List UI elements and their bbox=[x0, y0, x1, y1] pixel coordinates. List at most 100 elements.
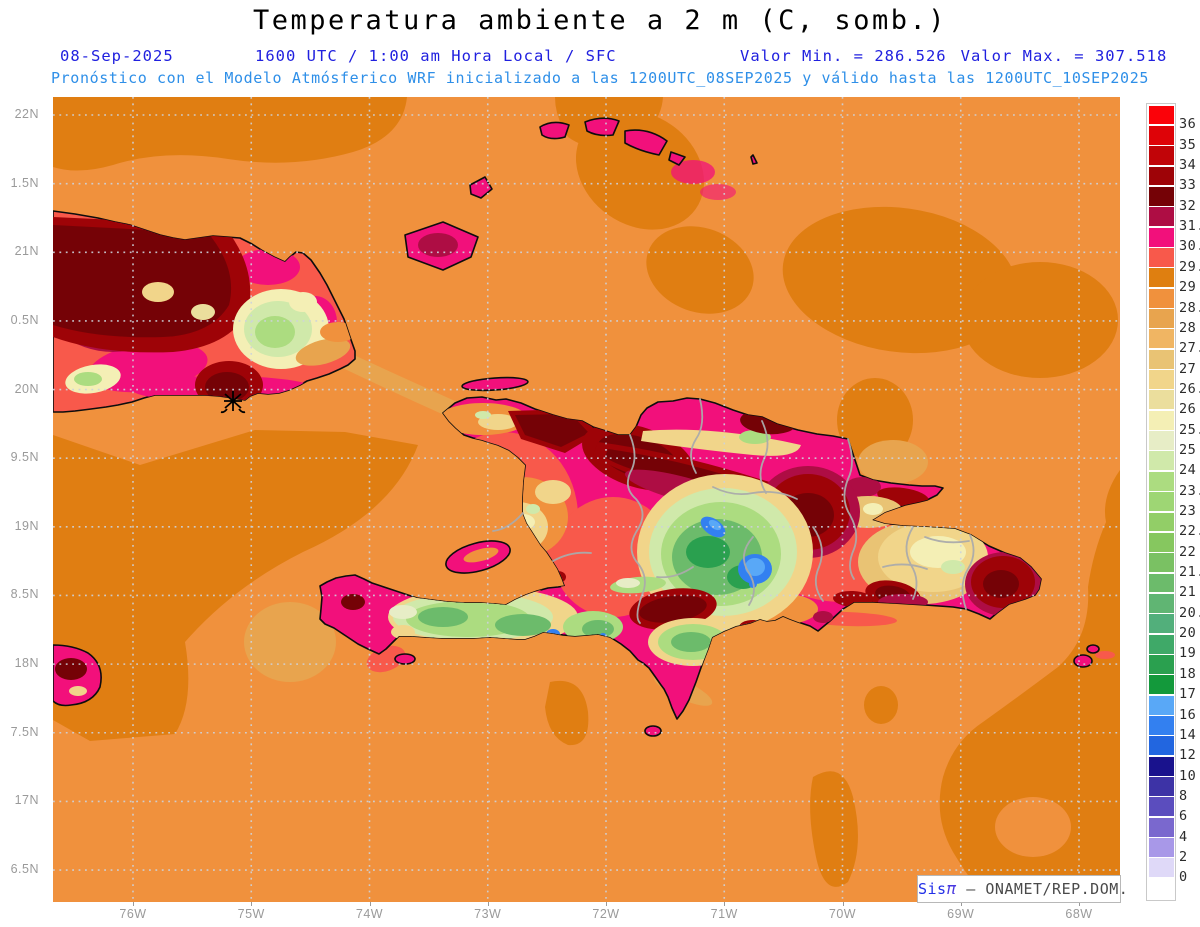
lon-tick-label: 71W bbox=[710, 907, 738, 921]
colorbar-cell bbox=[1148, 247, 1174, 267]
lon-tick-label: 68W bbox=[1065, 907, 1093, 921]
colorbar-cell bbox=[1148, 105, 1174, 125]
colorbar-tick-label: 28.5 bbox=[1179, 299, 1200, 316]
colorbar-tick-label: 29.7 bbox=[1179, 258, 1200, 275]
colorbar-tick-label: 2 bbox=[1179, 848, 1188, 865]
lon-tick-label: 69W bbox=[947, 907, 975, 921]
colorbar-cell bbox=[1148, 492, 1174, 512]
colorbar-tick-label: 14 bbox=[1179, 726, 1197, 743]
lat-tick-label: 18N bbox=[14, 656, 39, 671]
lon-tick-mark bbox=[724, 902, 726, 906]
colorbar-tick-label: 27.5 bbox=[1179, 340, 1200, 357]
colorbar-cell bbox=[1148, 207, 1174, 227]
jamaica-hot-core bbox=[55, 658, 87, 680]
colorbar-cell bbox=[1148, 532, 1174, 552]
colorbar-cell bbox=[1148, 797, 1174, 817]
colorbar-cell bbox=[1148, 410, 1174, 430]
lon-tick-mark bbox=[960, 902, 962, 906]
lat-tick-label: 0.5N bbox=[10, 312, 39, 327]
colorbar-cell bbox=[1148, 878, 1174, 898]
lon-tick-mark bbox=[842, 902, 844, 906]
lat-tick-label: 21N bbox=[14, 244, 39, 259]
lon-tick-label: 72W bbox=[592, 907, 620, 921]
colorbar-cell bbox=[1148, 858, 1174, 878]
colorbar-tick-label: 29 bbox=[1179, 279, 1197, 296]
colorbar bbox=[1146, 103, 1176, 901]
colorbar-cell bbox=[1148, 654, 1174, 674]
watermark-org: – ONAMET/REP.DOM. bbox=[956, 880, 1129, 898]
colorbar-cell bbox=[1148, 634, 1174, 654]
lat-tick-label: 20N bbox=[14, 381, 39, 396]
minmax-values: Valor Min. = 286.526 Valor Max. = 307.518 bbox=[740, 47, 1181, 65]
colorbar-tick-label: 25 bbox=[1179, 441, 1197, 458]
lon-tick-label: 74W bbox=[355, 907, 384, 921]
colorbar-tick-label: 33 bbox=[1179, 177, 1197, 194]
colorbar-cell bbox=[1148, 573, 1174, 593]
colorbar-cell bbox=[1148, 716, 1174, 735]
colorbar-cell bbox=[1148, 614, 1174, 634]
colorbar-cell bbox=[1148, 125, 1174, 145]
colorbar-cell bbox=[1148, 593, 1174, 613]
pi-icon: π bbox=[946, 879, 957, 898]
watermark-brand: Sis bbox=[918, 880, 947, 898]
lon-tick-mark bbox=[251, 902, 253, 906]
colorbar-tick-label: 31.5 bbox=[1179, 218, 1200, 235]
valid-date-label: 08-Sep-2025 bbox=[60, 47, 174, 65]
colorbar-tick-label: 26.5 bbox=[1179, 380, 1200, 397]
colorbar-tick-label: 36 bbox=[1179, 116, 1197, 133]
lat-tick-label: 9.5N bbox=[10, 450, 39, 465]
colorbar-tick-label: 23 bbox=[1179, 503, 1197, 519]
lon-tick-mark bbox=[369, 902, 371, 906]
lon-tick-label: 76W bbox=[119, 907, 147, 921]
bahamas-turks-islands bbox=[404, 117, 758, 271]
colorbar-cell bbox=[1148, 329, 1174, 349]
colorbar-cell bbox=[1148, 736, 1174, 756]
colorbar-tick-label: 23.5 bbox=[1179, 482, 1200, 499]
lat-tick-label: 19N bbox=[14, 518, 39, 533]
colorbar-cell bbox=[1148, 838, 1174, 858]
colorbar-tick-label: 4 bbox=[1179, 828, 1188, 845]
ocean-light-patch bbox=[995, 797, 1071, 857]
colorbar-cell bbox=[1148, 268, 1174, 288]
map-canvas bbox=[52, 97, 1120, 902]
colorbar-cell bbox=[1148, 288, 1174, 308]
lat-tick-label: 8.5N bbox=[10, 587, 39, 602]
colorbar-tick-label: 28 bbox=[1179, 319, 1197, 336]
watermark: Sisπ – ONAMET/REP.DOM. bbox=[917, 875, 1128, 903]
colorbar-tick-label: 12 bbox=[1179, 747, 1197, 764]
station-marker-icon bbox=[220, 391, 246, 414]
colorbar-cell bbox=[1148, 370, 1174, 389]
colorbar-tick-label: 35 bbox=[1179, 136, 1197, 153]
colorbar-cell bbox=[1148, 451, 1174, 471]
colorbar-cell bbox=[1148, 512, 1174, 532]
colorbar-cell bbox=[1148, 146, 1174, 166]
colorbar-tick-label: 25.5 bbox=[1179, 421, 1200, 438]
colorbar-tick-label: 18 bbox=[1179, 665, 1197, 682]
colorbar-cell bbox=[1148, 431, 1174, 451]
lon-tick-mark bbox=[487, 902, 489, 906]
lon-tick-mark bbox=[1079, 902, 1080, 906]
forecast-note: Pronóstico con el Modelo Atmósferico WRF… bbox=[51, 69, 1149, 87]
colorbar-cell bbox=[1148, 817, 1174, 837]
colorbar-cell bbox=[1148, 756, 1174, 776]
lat-tick-label: 7.5N bbox=[10, 724, 39, 739]
colorbar-tick-label: 10 bbox=[1179, 767, 1197, 784]
colorbar-tick-label: 0 bbox=[1179, 869, 1188, 886]
colorbar-tick-label: 34 bbox=[1179, 157, 1197, 174]
max-value-label: Valor Max. = 307.518 bbox=[960, 47, 1168, 65]
page-title: Temperatura ambiente a 2 m (C, somb.) bbox=[253, 5, 947, 36]
colorbar-cell bbox=[1148, 675, 1174, 695]
colorbar-tick-label: 6 bbox=[1179, 808, 1188, 825]
colorbar-cell bbox=[1148, 186, 1174, 206]
colorbar-tick-label: 32 bbox=[1179, 197, 1197, 214]
subtitle-row: 08-Sep-2025 1600 UTC / 1:00 am Hora Loca… bbox=[0, 47, 1200, 67]
colorbar-tick-label: 17 bbox=[1179, 686, 1197, 703]
lon-tick-label: 73W bbox=[474, 907, 502, 921]
lon-tick-mark bbox=[133, 902, 134, 906]
colorbar-cell bbox=[1148, 166, 1174, 186]
colorbar-cell bbox=[1148, 227, 1174, 247]
colorbar-tick-label: 16 bbox=[1179, 706, 1197, 723]
lon-tick-label: 70W bbox=[828, 907, 857, 921]
lat-tick-label: 22N bbox=[14, 107, 39, 121]
colorbar-cell bbox=[1148, 695, 1174, 715]
